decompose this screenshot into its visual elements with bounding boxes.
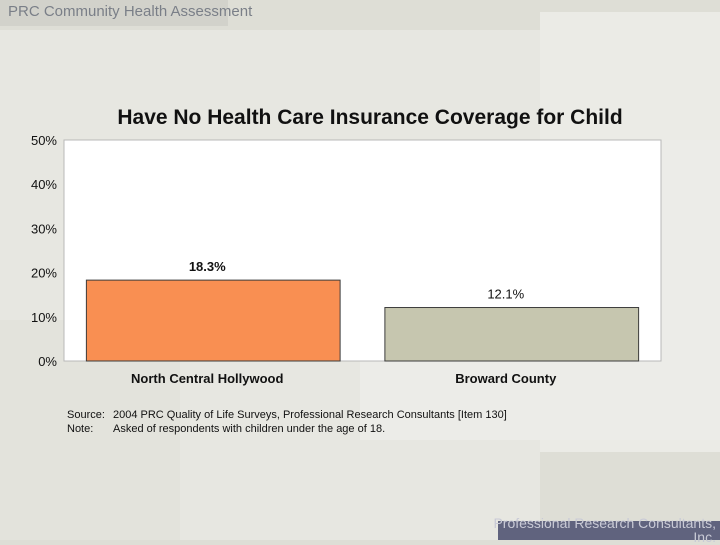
source-text: 2004 PRC Quality of Life Surveys, Profes… xyxy=(113,409,507,421)
note-label: Note: xyxy=(67,423,94,435)
bar xyxy=(384,307,640,362)
y-tick-label: 20% xyxy=(31,266,57,281)
header-bar xyxy=(0,0,228,26)
category-label: Broward County xyxy=(455,371,557,386)
y-tick-label: 10% xyxy=(31,310,57,325)
y-tick-label: 30% xyxy=(31,221,57,236)
footer-company-line1: Professional Research Consultants, xyxy=(493,515,716,531)
category-label: North Central Hollywood xyxy=(131,371,283,386)
footnote-note: Note: Asked of respondents with children … xyxy=(67,423,385,435)
data-label: 12.1% xyxy=(487,287,524,302)
header-title: PRC Community Health Assessment xyxy=(8,3,253,20)
y-tick-label: 40% xyxy=(31,177,57,192)
y-tick-label: 0% xyxy=(38,354,57,369)
data-label: 18.3% xyxy=(189,259,226,274)
footnote-source: Source: 2004 PRC Quality of Life Surveys,… xyxy=(67,409,507,421)
chart-title: Have No Health Care Insurance Coverage f… xyxy=(117,106,623,129)
source-label: Source: xyxy=(67,409,105,421)
y-tick-label: 50% xyxy=(31,133,57,148)
footer-company-line2: Inc. xyxy=(693,529,716,545)
note-text: Asked of respondents with children under… xyxy=(113,423,386,435)
footer-bar xyxy=(498,521,720,540)
bar xyxy=(85,279,341,362)
